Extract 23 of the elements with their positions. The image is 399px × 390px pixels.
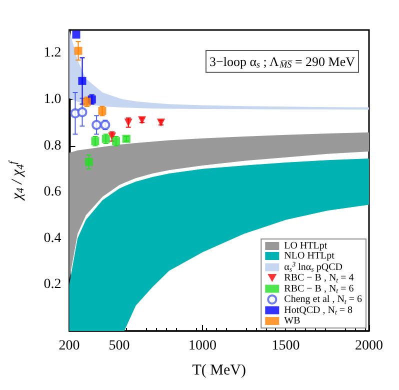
point [78, 76, 86, 85]
x-tick-label: 500 [108, 338, 130, 354]
y-tick-label: 0.8 [44, 138, 62, 154]
annotation: 3−loop αs ; ΛM̅S̅ = 290 MeV [210, 54, 356, 70]
point [72, 30, 80, 39]
y-tick-label: 1.0 [44, 92, 62, 107]
y-tick-label: 0.4 [44, 230, 62, 246]
x-tick-label: 1000 [188, 338, 216, 354]
point [84, 158, 93, 166]
point [77, 107, 88, 118]
y-axis-title: χ4 / χ4f [8, 159, 26, 202]
point [92, 120, 102, 130]
x-tick-label: 2000 [355, 338, 383, 354]
point [74, 46, 82, 55]
y-tick-label: 1.2 [44, 46, 62, 61]
x-tick-label: 200 [58, 338, 80, 354]
x-axis-title: T( MeV) [192, 362, 246, 378]
legend-label: WB [284, 316, 301, 326]
legend-label: LO HTLpt [284, 240, 328, 252]
x-tick-label: 1500 [272, 338, 300, 354]
y-tick-label: 0.6 [44, 184, 62, 200]
legend-label: NLO HTLpt [284, 250, 335, 262]
y-tick-label: 0.2 [44, 277, 62, 292]
